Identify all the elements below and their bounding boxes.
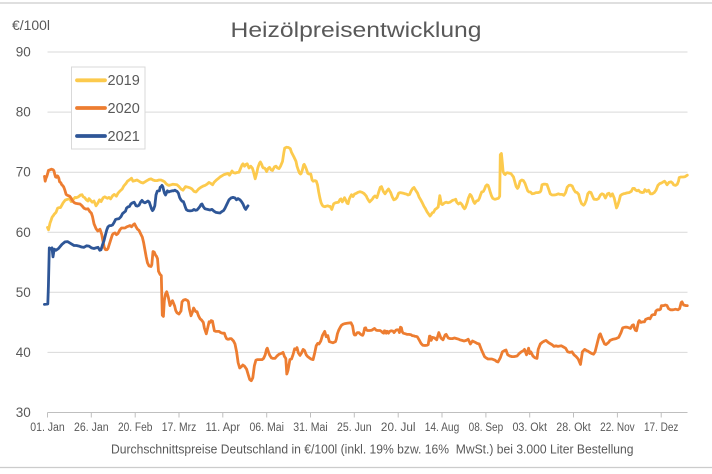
svg-text:31. Mai: 31. Mai <box>293 422 328 434</box>
svg-text:90: 90 <box>16 45 31 60</box>
svg-text:14. Aug: 14. Aug <box>425 422 460 434</box>
svg-text:20. Feb: 20. Feb <box>118 422 153 434</box>
svg-text:08. Sep: 08. Sep <box>469 422 504 434</box>
svg-text:22. Nov: 22. Nov <box>600 422 635 434</box>
svg-text:26. Jan: 26. Jan <box>74 422 109 434</box>
svg-text:17. Dez: 17. Dez <box>644 422 679 434</box>
svg-text:20. Jul: 20. Jul <box>381 422 416 434</box>
svg-text:28. Okt: 28. Okt <box>556 422 591 434</box>
svg-text:60: 60 <box>16 225 31 240</box>
svg-text:2020: 2020 <box>108 101 140 117</box>
svg-text:40: 40 <box>16 345 31 360</box>
svg-text:50: 50 <box>16 285 31 300</box>
svg-text:01. Jan: 01. Jan <box>30 422 65 434</box>
svg-text:17. Mrz: 17. Mrz <box>162 422 197 434</box>
svg-text:80: 80 <box>16 105 31 120</box>
svg-text:06. Mai: 06. Mai <box>249 422 284 434</box>
svg-text:03. Okt: 03. Okt <box>512 422 547 434</box>
svg-text:Heizölpreisentwicklung: Heizölpreisentwicklung <box>231 19 482 42</box>
svg-text:11. Apr: 11. Apr <box>206 422 241 434</box>
svg-text:2021: 2021 <box>108 129 140 145</box>
svg-text:25. Jun: 25. Jun <box>337 422 372 434</box>
svg-text:2019: 2019 <box>108 73 140 89</box>
svg-text:€/100l: €/100l <box>12 18 50 33</box>
svg-text:70: 70 <box>16 165 31 180</box>
svg-text:30: 30 <box>16 405 31 420</box>
svg-text:Durchschnittspreise Deutschlan: Durchschnittspreise Deutschland in €/100… <box>111 442 634 457</box>
